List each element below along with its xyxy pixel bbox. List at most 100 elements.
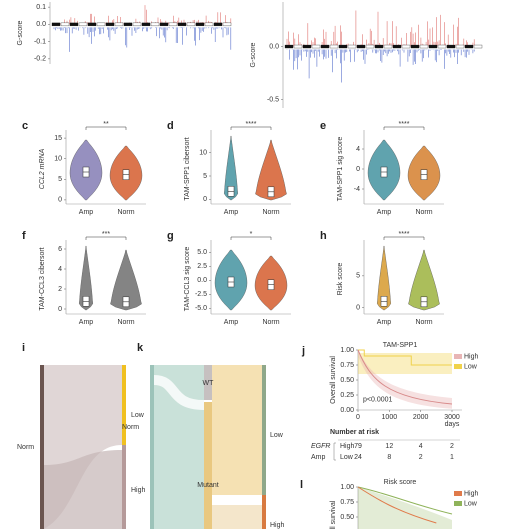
category-label: Amp [224,209,239,216]
chromosome-band [132,22,142,27]
risk-group: EGFR [311,443,330,450]
significance: **** [399,231,410,238]
risk-count: 4 [419,443,423,450]
category-label: Norm [415,319,432,326]
survival-curve [357,349,453,405]
risk-count: 24 [354,454,362,461]
chromosome-band [446,44,456,49]
tick-label: 10 [54,156,62,163]
p-value: p<0.0001 [363,397,392,404]
legend-swatch [454,354,462,359]
chromosome-band [168,22,178,27]
axis-title: TAM-SPP1 sig score [337,137,344,202]
tick-label: -2.5 [195,291,207,298]
ci-band [358,487,452,529]
panel-letter: l [300,479,303,491]
chromosome-band [141,22,151,27]
node-label: Low [270,432,284,439]
flow [212,505,262,529]
chromosome-band [464,44,474,49]
tick-label: 0.00 [340,407,354,414]
category-label: Amp [377,319,392,326]
tick-label: 5 [356,273,360,280]
legend-label: Low [464,363,478,370]
chromosome-band [329,44,339,49]
chromosome-band [222,22,232,27]
risk-row-label: High [340,443,355,450]
tick-label: 3000 [444,414,460,421]
violin [408,249,440,311]
tick-label: -0.5 [267,96,279,103]
chromosome-band [284,44,294,49]
significance: * [250,231,253,238]
panel-letter: k [137,342,144,354]
risk-row-label: Low [340,454,354,461]
tick-label: 1.00 [340,484,354,491]
chromosome-band [78,22,88,27]
panel-letter: i [22,342,25,354]
axis-title: TAM-CCL3 cibersort [39,247,46,310]
tick-label: 4 [58,266,62,273]
risk-count: 2 [419,454,423,461]
chromosome-band [293,44,303,49]
axis-title: Overall survival [330,356,337,404]
category-label: Norm [262,209,279,216]
chromosome-band [473,44,483,49]
panel-letter: g [167,230,174,242]
tick-label: 0.75 [340,362,354,369]
chromosome-band [186,22,196,27]
chromosome-band [401,44,411,49]
node-label: WT [203,380,215,387]
chromosome-band [419,44,429,49]
chromosome-band [410,44,420,49]
survival-curve [357,486,437,524]
tick-label: -4 [354,186,360,193]
category-label: Norm [117,209,134,216]
plot-title: TAM-SPP1 [383,342,418,349]
risk-count: 79 [354,443,362,450]
chromosome-band [455,44,465,49]
chromosome-band [177,22,187,27]
panel-letter: j [301,345,305,357]
tick-label: 0 [58,197,62,204]
flow [153,375,205,410]
risk-group: Amp [311,454,326,461]
axis-title: G-score [250,42,257,67]
chromosome-band [213,22,223,27]
node-label: High [131,487,146,494]
node [122,365,126,445]
tick-label: 5.0 [197,249,207,256]
tick-label: 0.0 [197,277,207,284]
ci-band [358,353,452,374]
panel-letter: e [320,120,326,132]
chromosome-band [60,22,70,27]
node [204,365,212,400]
chromosome-band [150,22,160,27]
tick-label: -0.1 [34,38,46,45]
tick-label: 0 [58,306,62,313]
violin [376,245,392,311]
tick-label: 0.25 [340,392,354,399]
risk-count: 12 [385,443,393,450]
legend-label: High [464,353,479,360]
category-label: Amp [79,209,94,216]
axis-title: days [445,421,460,428]
risk-count: 8 [387,454,391,461]
category-label: Norm [117,319,134,326]
tick-label: 0 [203,196,207,203]
chromosome-band [347,44,357,49]
tick-label: 1000 [382,414,398,421]
tick-label: 0.50 [340,514,354,521]
tick-label: 0.0 [36,21,46,28]
node-label: Mutant [197,482,218,489]
tick-label: 5 [58,176,62,183]
tick-label: 0 [356,304,360,311]
tick-label: 0 [356,166,360,173]
chromosome-band [365,44,375,49]
chromosome-band [105,22,115,27]
sig-bracket [230,236,272,240]
legend-swatch [454,501,462,506]
risk-count: 2 [450,443,454,450]
